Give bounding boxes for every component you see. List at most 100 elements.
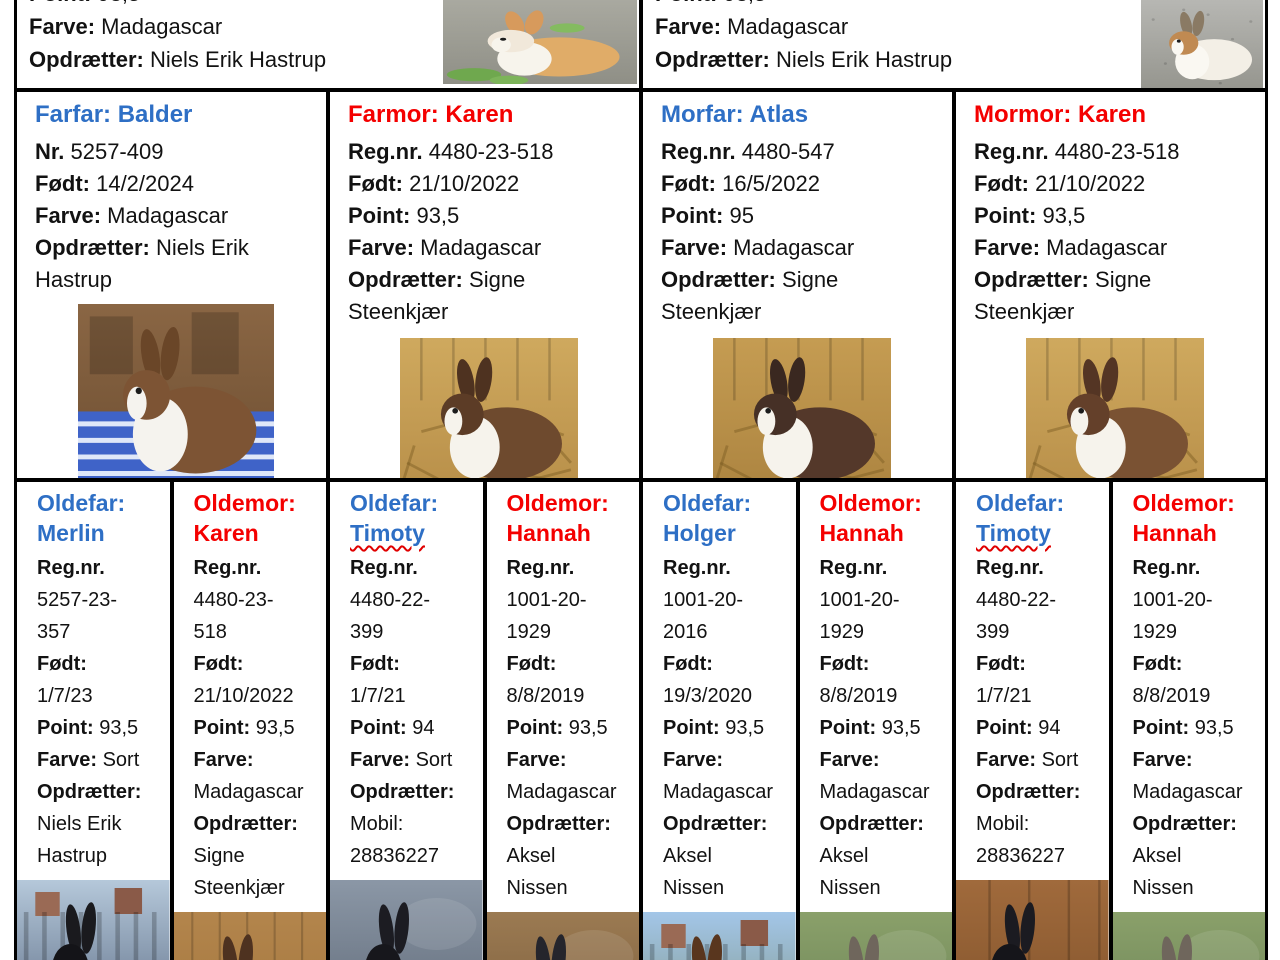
field: Reg.nr. 1001-20- 1929 [1133,552,1242,648]
field-value: 93,5 [416,203,460,228]
card-oldefar-holger: Oldefar: Holger Reg.nr. 1001-20- 2016 Fø… [643,482,800,960]
field-label: Født: [661,171,716,196]
field-opdraetter: Opdrætter: Niels Erik Hastrup [29,43,639,76]
card-title: Mormor: Karen [974,101,1147,128]
field: Reg.nr. 4480-23-518 [974,136,1255,168]
card-title: Oldemor: Karen [194,488,303,548]
field: Point: 93,5 [974,200,1255,232]
field-value: 4480-23-518 [1054,139,1180,164]
field-label: Reg.nr. [348,139,423,164]
field: Født: 14/2/2024 [35,168,316,200]
field-label: Reg.nr. [661,139,736,164]
card-mormor-karen: Mormor: Karen Reg.nr. 4480-23-518 Født: … [956,92,1265,478]
card-oldefar-merlin: Oldefar: Merlin Reg.nr. 5257-23- 357 Fød… [17,482,174,960]
field-value: Madagascar [101,14,223,39]
rabbit-photo [17,880,170,960]
field: Opdrætter: Aksel Nissen [820,808,929,904]
card-oldefar-timoty-1: Oldefar: Timoty Reg.nr. 4480-22- 399 Fød… [330,482,487,960]
field-label: Opdrætter: [663,813,768,835]
field-value: 1/7/21 [976,685,1032,707]
field: Point: 93,5 [37,712,146,744]
field: Point: 93,5 [507,712,616,744]
rabbit-name: Hannah [506,520,591,546]
rabbit-photo [443,0,637,84]
field-value: Signe Steenkjær [974,267,1152,324]
field-label: Reg.nr. [819,557,888,579]
field-label: Født: [350,653,400,675]
field-value: 4480-23- 518 [193,589,274,643]
field-label: Farve: [348,235,415,260]
rabbit-name: Timoty [976,518,1085,548]
rabbit-photo [77,304,274,478]
card-farmor-karen: Farmor: Karen Reg.nr. 4480-23-518 Født: … [330,92,643,478]
card-morfar-atlas: Morfar: Atlas Reg.nr. 4480-547 Født: 16/… [643,92,956,478]
rabbit-photo [956,880,1109,960]
rabbit-name: Merlin [37,520,105,546]
field: Point: 93,5 [194,712,303,744]
field: Opdrætter: Mobil: 28836227 [976,776,1085,872]
rabbit-photo [799,912,952,960]
rabbit-name: Hannah [819,520,904,546]
relation-label: Oldefar: [976,490,1065,516]
field-label: Farve: [29,14,96,39]
field-value: 4480-22- 399 [976,589,1057,643]
rabbit-photo [1025,338,1204,478]
field-value: Sort [102,749,140,771]
field-label: Reg.nr. [663,557,731,579]
field: Point: 95 [661,200,942,232]
field-value: 4480-23-518 [428,139,554,164]
field: Opdrætter: Niels Erik Hastrup [37,776,146,872]
rabbit-photo [643,912,796,960]
field: Født: 16/5/2022 [661,168,942,200]
parents-row: Point: 93,5 Farve: Madagascar Opdrætter:… [17,0,1265,92]
field-value: 5257-23- 357 [37,589,118,643]
field: Point: 94 [350,712,459,744]
parent-card-far: Point: 93,5 Farve: Madagascar Opdrætter:… [17,0,643,88]
field-value: 8/8/2019 [1132,685,1211,707]
field-label: Point: [193,717,251,739]
field-value: Signe Steenkjær [348,267,526,324]
field-value: Madagascar [107,203,229,228]
field-value: 21/10/2022 [193,685,294,707]
field-value: Madagascar [727,14,849,39]
field: Opdrætter: Signe Steenkjær [661,264,942,328]
field-value: 1001-20- 2016 [663,589,744,643]
field-value: 1001-20- 1929 [506,589,587,643]
field: Født: 8/8/2019 [1133,648,1242,712]
rabbit-photo [330,880,483,960]
field: Farve: Madagascar [348,232,629,264]
field: Reg.nr. 4480-22- 399 [976,552,1085,648]
field-label: Opdrætter: [35,235,150,260]
field-value: Madagascar [1132,781,1243,803]
rabbit-photo [486,912,639,960]
field-value: 93,5 [1194,717,1234,739]
relation-label: Oldefar: [350,490,439,516]
field-label: Reg.nr. [350,557,418,579]
card-title: Farmor: Karen [348,101,514,128]
field: Født: 21/10/2022 [974,168,1255,200]
field-value: 19/3/2020 [663,685,752,707]
field-label: Opdrætter: [976,781,1081,803]
field: Født: 1/7/21 [976,648,1085,712]
field-value: Niels Erik Hastrup [776,47,953,72]
field-label: Født: [1132,653,1183,675]
field-value: 94 [1038,717,1061,739]
field-label: Opdrætter: [193,813,298,835]
field-label: Point: [1132,717,1190,739]
field: Farve: Madagascar [661,232,942,264]
field-label: Farve: [193,749,254,771]
field-value: Signe Steenkjær [193,845,285,899]
rabbit-photo [399,338,578,478]
field: Født: 19/3/2020 [663,648,772,712]
field-value: Madagascar [506,781,617,803]
field-value: 1001-20- 1929 [819,589,900,643]
rabbit-name: Holger [663,520,736,546]
field-value: 93,5 [99,717,139,739]
field-value: Niels Erik Hastrup [150,47,327,72]
field-value: 93,5 [97,0,140,6]
field-value: 94 [412,717,435,739]
field-value: 5257-409 [70,139,164,164]
field: Reg.nr. 4480-547 [661,136,942,168]
field: Født: 21/10/2022 [348,168,629,200]
field-label: Opdrætter: [37,781,142,803]
